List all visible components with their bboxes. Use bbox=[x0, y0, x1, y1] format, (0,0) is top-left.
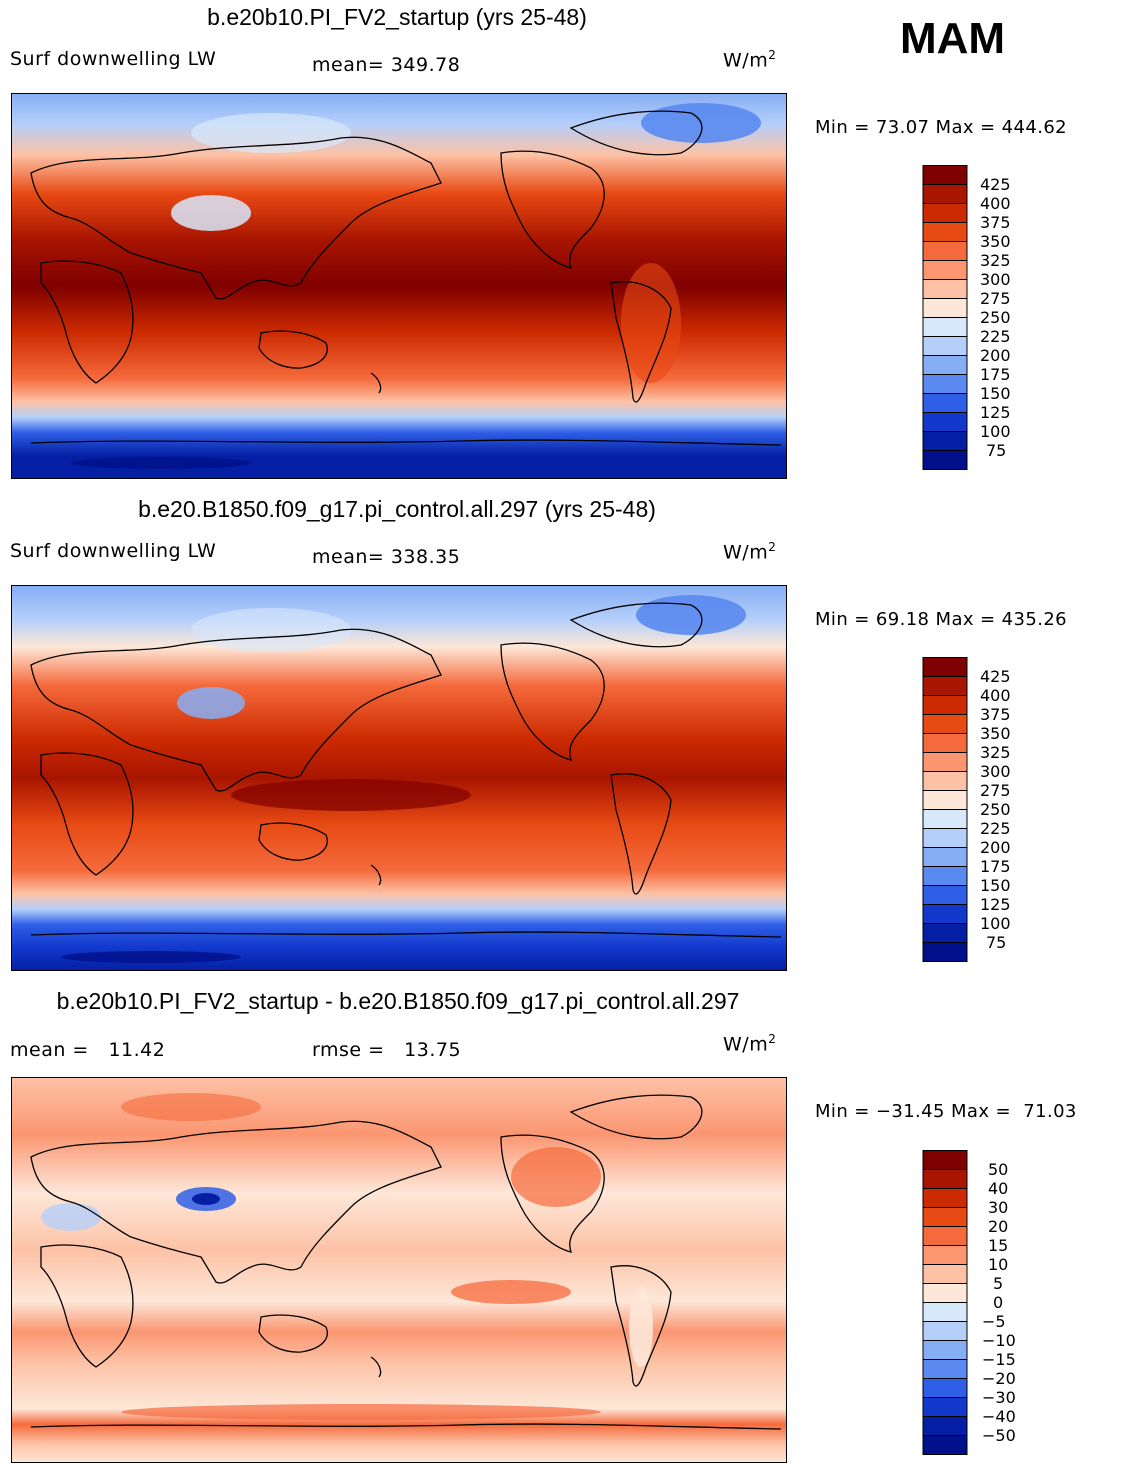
cb1-tick: 350 bbox=[980, 232, 1011, 251]
cb2-tick: 150 bbox=[980, 876, 1011, 895]
cb3-tick: −10 bbox=[982, 1331, 1016, 1350]
cb1-tick: 325 bbox=[980, 251, 1011, 270]
cb3-tick: −50 bbox=[982, 1426, 1016, 1445]
cb1-tick: 425 bbox=[980, 175, 1011, 194]
cb1-tick: 125 bbox=[980, 403, 1011, 422]
panel-1-left-label: Surf downwelling LW bbox=[10, 48, 217, 70]
cb2-tick: 400 bbox=[980, 686, 1011, 705]
panel-3-minmax: Min = −31.45 Max = 71.03 bbox=[815, 1101, 1077, 1122]
cb3-tick: 0 bbox=[993, 1293, 1003, 1312]
cb2-tick: 225 bbox=[980, 819, 1011, 838]
panel-1-minmax: Min = 73.07 Max = 444.62 bbox=[815, 117, 1068, 138]
cb3-tick: 40 bbox=[988, 1179, 1008, 1198]
cb1-tick: 175 bbox=[980, 365, 1011, 384]
cb3-tick: −20 bbox=[982, 1369, 1016, 1388]
cb3-tick: 10 bbox=[988, 1255, 1008, 1274]
cb3-tick: 30 bbox=[988, 1198, 1008, 1217]
panel-3-colorbar: 50 40 30 20 15 10 5 0 −5 −10 −15 −20 −30… bbox=[922, 1150, 1016, 1455]
cb3-tick: −30 bbox=[982, 1388, 1016, 1407]
cb1-tick: 275 bbox=[980, 289, 1011, 308]
panel-3-title: b.e20b10.PI_FV2_startup - b.e20.B1850.f0… bbox=[56, 988, 740, 1014]
panel-1-units: W/m2 bbox=[723, 48, 777, 72]
cb1-tick: 400 bbox=[980, 194, 1011, 213]
panel-2-title: b.e20.B1850.f09_g17.pi_control.all.297 (… bbox=[138, 496, 656, 522]
panel-2-colorbar: 425 400 375 350 325 300 275 250 225 200 … bbox=[922, 657, 1011, 962]
panel-2-center-label: mean= 338.35 bbox=[312, 546, 461, 568]
panel-3-map bbox=[11, 1077, 787, 1463]
panel-2-minmax: Min = 69.18 Max = 435.26 bbox=[815, 609, 1068, 630]
cb2-tick: 100 bbox=[980, 914, 1011, 933]
panel-1-colorbar: 425 400 375 350 325 300 275 250 225 200 … bbox=[922, 165, 1011, 470]
season-label: MAM bbox=[900, 14, 1006, 63]
cb3-tick: −40 bbox=[982, 1407, 1016, 1426]
cb1-tick: 75 bbox=[986, 441, 1006, 460]
cb3-tick: 20 bbox=[988, 1217, 1008, 1236]
cb3-tick: −5 bbox=[982, 1312, 1006, 1331]
cb1-tick: 200 bbox=[980, 346, 1011, 365]
cb3-tick: 15 bbox=[988, 1236, 1008, 1255]
cb2-tick: 75 bbox=[986, 933, 1006, 952]
cb1-tick: 250 bbox=[980, 308, 1011, 327]
panel-1-title: b.e20b10.PI_FV2_startup (yrs 25-48) bbox=[207, 4, 587, 30]
panel-3-units: W/m2 bbox=[723, 1032, 777, 1056]
cb2-tick: 375 bbox=[980, 705, 1011, 724]
cb1-tick: 225 bbox=[980, 327, 1011, 346]
cb2-tick: 250 bbox=[980, 800, 1011, 819]
cb2-tick: 125 bbox=[980, 895, 1011, 914]
cb2-tick: 175 bbox=[980, 857, 1011, 876]
cb3-tick: −15 bbox=[982, 1350, 1016, 1369]
panel-3-left-label: mean = 11.42 bbox=[10, 1039, 166, 1061]
cb2-tick: 425 bbox=[980, 667, 1011, 686]
panel-1-map bbox=[11, 93, 787, 479]
cb2-tick: 325 bbox=[980, 743, 1011, 762]
panel-1-center-label: mean= 349.78 bbox=[312, 54, 461, 76]
cb1-tick: 300 bbox=[980, 270, 1011, 289]
cb3-tick: 5 bbox=[993, 1274, 1003, 1293]
cb1-tick: 375 bbox=[980, 213, 1011, 232]
cb2-tick: 350 bbox=[980, 724, 1011, 743]
panel-2-left-label: Surf downwelling LW bbox=[10, 540, 217, 562]
cb2-tick: 200 bbox=[980, 838, 1011, 857]
cb3-tick: 50 bbox=[988, 1160, 1008, 1179]
cb1-tick: 100 bbox=[980, 422, 1011, 441]
panel-3-center-label: rmse = 13.75 bbox=[312, 1039, 462, 1061]
panel-2-map bbox=[11, 585, 787, 971]
cb2-tick: 275 bbox=[980, 781, 1011, 800]
panel-2-units: W/m2 bbox=[723, 540, 777, 564]
cb1-tick: 150 bbox=[980, 384, 1011, 403]
cb2-tick: 300 bbox=[980, 762, 1011, 781]
